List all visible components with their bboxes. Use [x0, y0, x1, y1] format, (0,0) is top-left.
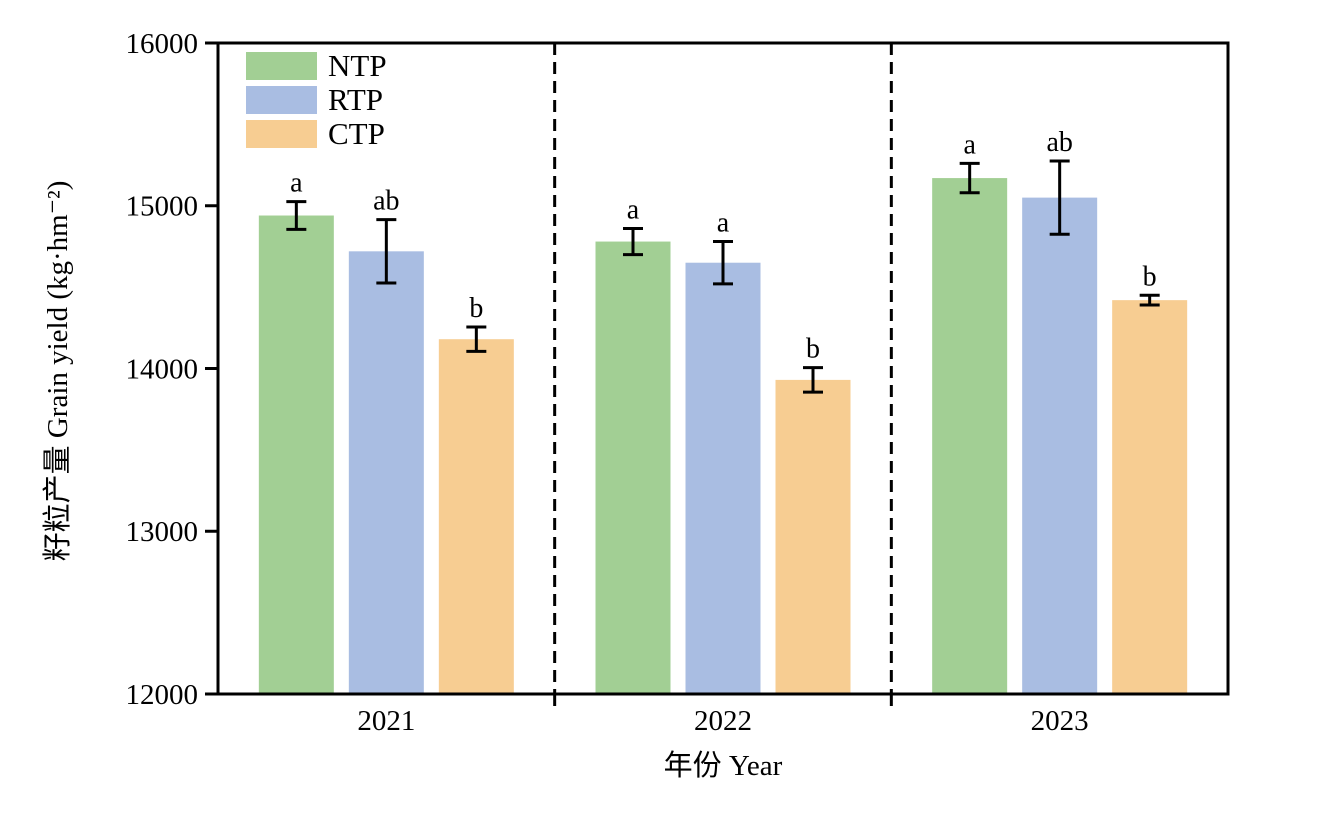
sig-letter-rtp-2021: ab [373, 186, 399, 217]
sig-letter-ctp-2022: b [806, 334, 820, 365]
legend-swatch-rtp [246, 86, 317, 114]
bar-rtp-2021 [348, 251, 424, 694]
legend-swatch-ntp [246, 52, 317, 80]
bar-rtp-2022 [685, 262, 761, 694]
bar-ntp-2021 [258, 215, 334, 694]
bar-ctp-2022 [775, 379, 851, 694]
x-category-label-2022: 2022 [694, 705, 752, 737]
bar-ntp-2023 [932, 178, 1008, 694]
x-category-label-2021: 2021 [357, 705, 415, 737]
sig-letter-ntp-2022: a [627, 195, 640, 226]
y-tick-label-13000: 13000 [126, 516, 199, 548]
y-tick-label-15000: 15000 [126, 191, 199, 223]
legend-label-ntp: NTP [328, 48, 387, 83]
bar-ctp-2021 [438, 339, 514, 694]
sig-letter-rtp-2022: a [717, 208, 730, 239]
legend-label-ctp: CTP [328, 116, 385, 151]
y-tick-label-12000: 12000 [126, 679, 199, 711]
sig-letter-ntp-2021: a [290, 168, 303, 199]
bar-rtp-2023 [1022, 197, 1098, 695]
y-tick-label-16000: 16000 [126, 28, 199, 60]
sig-letter-ctp-2021: b [469, 293, 483, 324]
bar-ctp-2023 [1112, 300, 1188, 694]
x-category-label-2023: 2023 [1031, 705, 1089, 737]
y-tick-label-14000: 14000 [126, 353, 199, 385]
x-axis-title: 年份 Year [663, 750, 783, 782]
legend-label-rtp: RTP [328, 82, 383, 117]
legend-swatch-ctp [246, 120, 317, 148]
y-axis-title: 籽粒产量 Grain yield (kg·hm⁻²) [42, 180, 74, 562]
sig-letter-rtp-2023: ab [1046, 127, 1072, 158]
bar-ntp-2022 [595, 241, 671, 694]
sig-letter-ctp-2023: b [1143, 261, 1157, 292]
sig-letter-ntp-2023: a [963, 129, 976, 160]
